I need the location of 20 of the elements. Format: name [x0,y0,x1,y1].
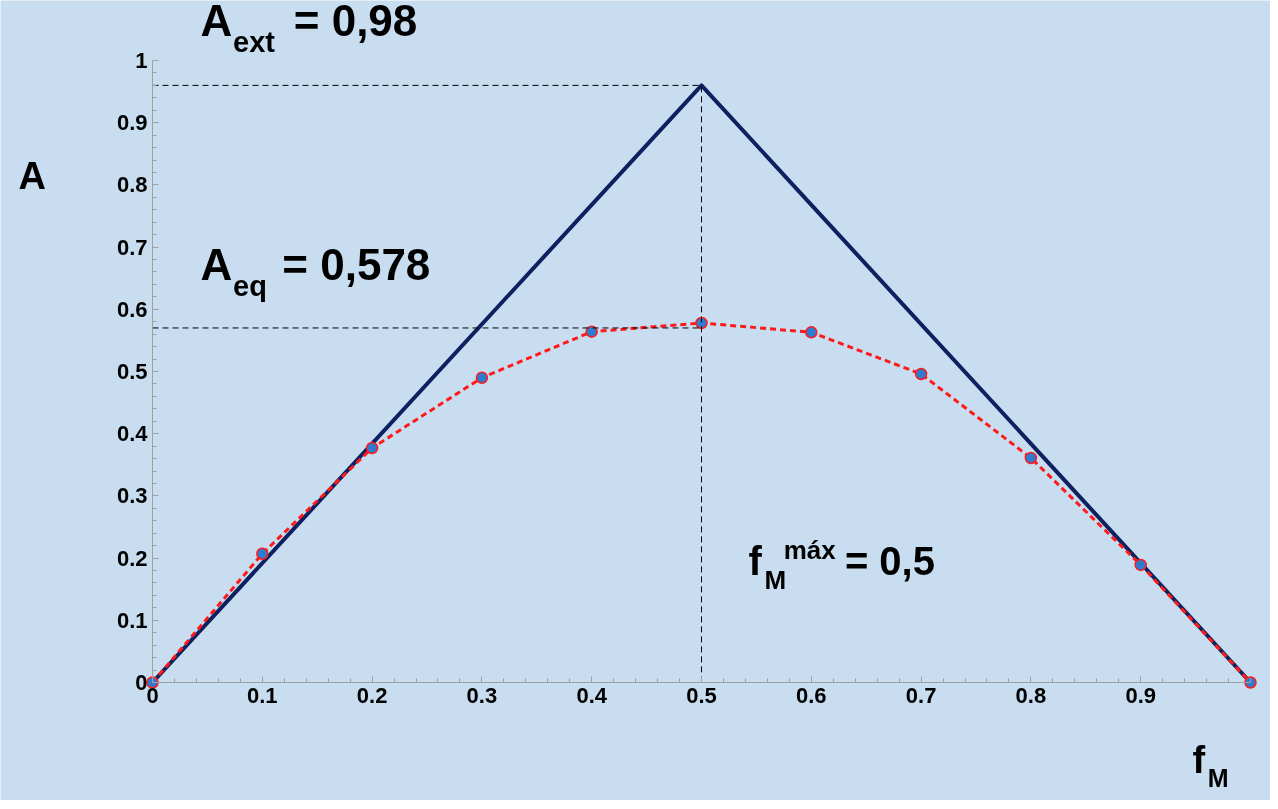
y-tick-label: 0.9 [116,110,148,136]
x-tick-label: 0.5 [686,682,717,708]
x-tick-label: 0.7 [905,682,937,708]
x-tick-label: 0.1 [247,682,278,708]
x-tick-label: 0.3 [466,682,498,708]
y-tick-label: 0.4 [116,421,149,447]
x-tick-label: 0.9 [1125,682,1156,708]
y-tick-label: 0.7 [116,234,148,260]
x-tick-label: 0.8 [1015,682,1047,708]
y-tick-label: 0.8 [116,172,148,198]
x-tick-label: 0.2 [356,682,388,708]
x-tick-label: 0.6 [796,682,827,708]
y-tick-label: 0.2 [116,545,148,571]
y-tick-label: 0.3 [116,483,148,509]
y-tick-label: 0.6 [116,296,148,322]
y-axis-title: A [18,154,46,197]
y-tick-label: 0.5 [116,359,148,384]
x-tick-label: 0.4 [576,682,608,708]
y-tick-label: 0.1 [116,607,148,633]
y-tick-label: 1 [135,48,148,73]
